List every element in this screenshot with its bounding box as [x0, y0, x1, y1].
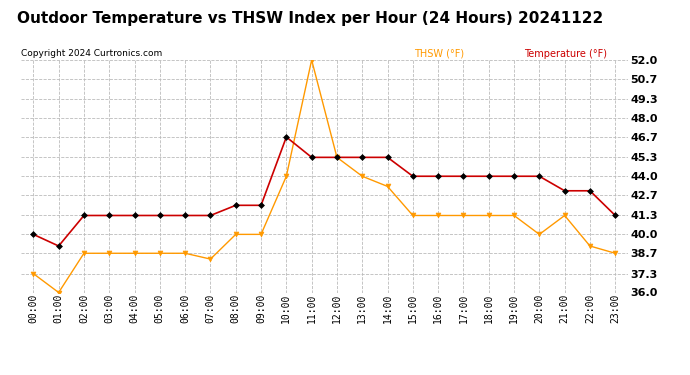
- Text: Temperature (°F): Temperature (°F): [524, 49, 607, 59]
- Text: Copyright 2024 Curtronics.com: Copyright 2024 Curtronics.com: [21, 49, 162, 58]
- Text: Outdoor Temperature vs THSW Index per Hour (24 Hours) 20241122: Outdoor Temperature vs THSW Index per Ho…: [17, 11, 604, 26]
- Text: THSW (°F): THSW (°F): [414, 49, 464, 59]
